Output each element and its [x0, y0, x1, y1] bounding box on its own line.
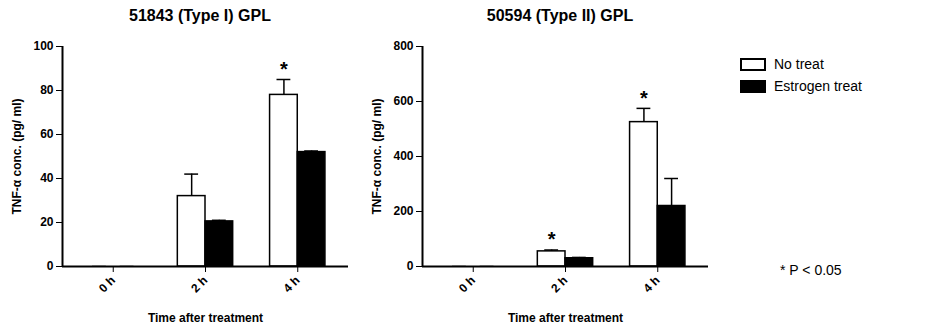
svg-text:0 h: 0 h	[96, 273, 118, 295]
svg-text:100: 100	[33, 39, 53, 53]
svg-text:Time after treatment: Time after treatment	[148, 311, 263, 325]
svg-text:*: *	[280, 58, 288, 80]
svg-text:2 h: 2 h	[548, 273, 570, 295]
svg-text:TNF-α conc. (pg/ ml): TNF-α conc. (pg/ ml)	[370, 98, 384, 214]
svg-text:200: 200	[393, 204, 413, 218]
svg-text:*: *	[640, 87, 648, 109]
svg-text:0: 0	[47, 259, 54, 273]
svg-text:40: 40	[40, 171, 54, 185]
svg-text:0 h: 0 h	[456, 273, 478, 295]
svg-text:Time after treatment: Time after treatment	[508, 311, 623, 325]
svg-text:0: 0	[407, 259, 414, 273]
html-text:50594 (Type II) GPL: 50594 (Type II) GPL	[486, 7, 634, 24]
svg-text:2 h: 2 h	[188, 273, 210, 295]
svg-text:*: *	[548, 228, 556, 250]
html-text:No treat: No treat	[774, 56, 824, 72]
html-text:Estrogen treat: Estrogen treat	[774, 78, 862, 94]
html-text:* P < 0.05: * P < 0.05	[780, 262, 842, 278]
html-text:51843 (Type I) GPL: 51843 (Type I) GPL	[129, 7, 271, 24]
svg-text:TNF-α conc. (pg/ ml): TNF-α conc. (pg/ ml)	[10, 98, 24, 214]
svg-text:60: 60	[40, 127, 54, 141]
svg-text:4 h: 4 h	[280, 273, 302, 295]
svg-text:600: 600	[393, 94, 413, 108]
svg-text:80: 80	[40, 83, 54, 97]
svg-text:800: 800	[393, 39, 413, 53]
svg-text:400: 400	[393, 149, 413, 163]
svg-text:20: 20	[40, 215, 54, 229]
svg-text:4 h: 4 h	[640, 273, 662, 295]
